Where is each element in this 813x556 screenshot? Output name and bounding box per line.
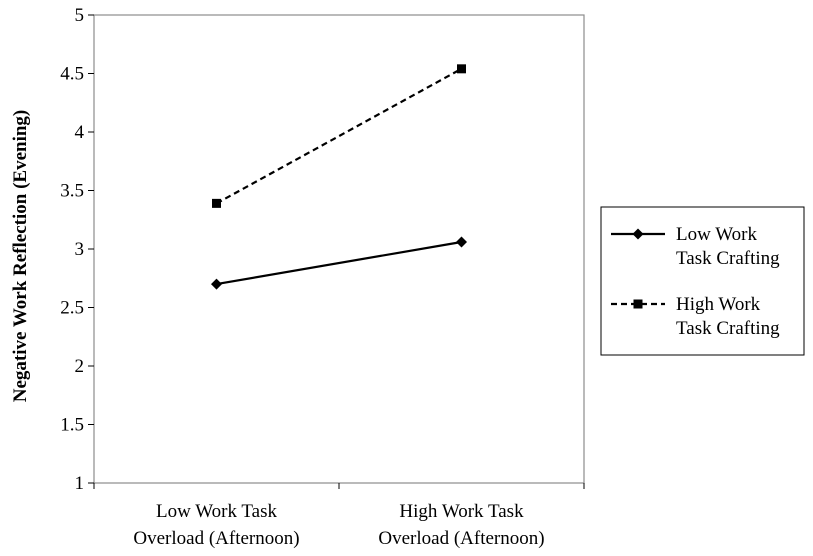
legend-label-line: Task Crafting: [676, 248, 780, 269]
legend-diamond-marker: [632, 228, 644, 240]
x-tick-label: High Work Task Overload (Afternoon): [378, 501, 544, 549]
diamond-data-point: [456, 236, 467, 248]
y-tick-label: 5: [75, 5, 85, 26]
y-tick-label: 3.5: [60, 181, 84, 202]
legend-label: High Work Task Crafting: [676, 294, 780, 339]
series-line: [215, 67, 463, 205]
y-tick-label: 1.5: [60, 415, 84, 436]
y-axis: 1 1.5 2 2.5 3 3.5 4 4.5 5: [60, 5, 94, 494]
legend-entry: Low Work Task Crafting: [611, 224, 780, 269]
y-tick-label: 2.5: [60, 298, 84, 319]
x-axis: Low Work Task Overload (Afternoon)High Wo…: [93, 483, 585, 549]
x-tick-label: Low Work Task Overload (Afternoon): [133, 501, 299, 549]
legend: Low Work Task Crafting High Work Task Craft…: [600, 206, 805, 356]
legend-box: [600, 206, 805, 356]
square-data-point: [457, 64, 466, 74]
y-tick-label: 1: [75, 473, 85, 494]
y-tick-label: 2: [75, 356, 85, 377]
x-tick-label-line: High Work Task: [399, 501, 524, 522]
legend-label-line: Low Work: [676, 224, 757, 245]
legend-square-marker: [633, 299, 643, 309]
y-tick-label: 4.5: [60, 64, 84, 85]
series-high-work-task-crafting: [212, 64, 466, 208]
y-tick-label: 3: [75, 239, 85, 260]
series-low-work-task-crafting: [211, 236, 467, 290]
legend-label-line: High Work: [676, 294, 761, 315]
x-tick-label-line: Overload (Afternoon): [133, 528, 299, 549]
y-tick-label: 4: [75, 122, 85, 143]
diamond-data-point: [211, 278, 222, 290]
series-line: [216, 240, 462, 286]
x-tick-label-line: Overload (Afternoon): [378, 528, 544, 549]
square-data-point: [212, 198, 221, 208]
x-tick-label-line: Low Work Task: [156, 501, 277, 522]
y-axis-title: Negative Work Reflection (Evening): [10, 110, 31, 403]
legend-entry: High Work Task Crafting: [611, 294, 780, 339]
series-layer: [211, 64, 467, 290]
legend-label-line: Task Crafting: [676, 318, 780, 339]
legend-label: Low Work Task Crafting: [676, 224, 780, 269]
